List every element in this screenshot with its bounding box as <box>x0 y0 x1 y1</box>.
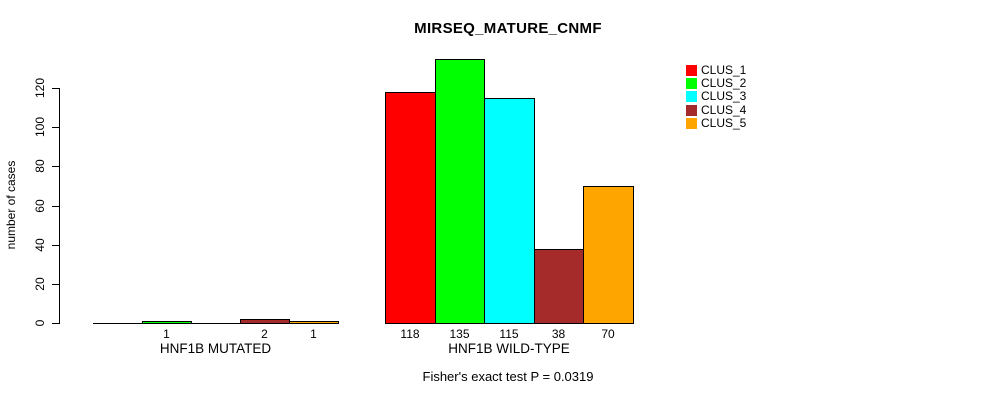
y-tick-mark <box>52 284 59 285</box>
legend-label: CLUS_2 <box>701 76 747 90</box>
y-tick-mark <box>52 127 59 128</box>
y-tick-label: 60 <box>33 199 47 213</box>
y-tick-label: 0 <box>33 319 47 327</box>
x-group-label: HNF1B MUTATED <box>159 341 272 356</box>
legend-swatch <box>686 78 697 89</box>
bar <box>435 59 485 324</box>
bar-value-label: 2 <box>261 327 268 341</box>
y-tick-label: 40 <box>33 238 47 252</box>
bar <box>534 249 584 324</box>
legend-swatch <box>686 118 697 129</box>
y-tick-mark <box>52 245 59 246</box>
bar <box>583 186 634 324</box>
legend-label: CLUS_3 <box>701 89 747 103</box>
legend-label: CLUS_5 <box>701 116 747 130</box>
bar-value-label: 70 <box>601 327 615 341</box>
legend-label: CLUS_4 <box>701 103 747 117</box>
y-tick-label: 20 <box>33 277 47 291</box>
bar <box>142 321 192 324</box>
y-tick-label: 100 <box>33 116 47 138</box>
bar-value-label: 118 <box>400 327 420 341</box>
bar-value-label: 1 <box>163 327 170 341</box>
y-tick-mark <box>52 206 59 207</box>
y-tick-mark <box>52 166 59 167</box>
y-tick-mark <box>52 88 59 89</box>
bar <box>484 98 535 324</box>
y-tick-label: 120 <box>33 77 47 99</box>
bar <box>385 92 436 324</box>
y-axis-line <box>59 88 60 324</box>
legend-swatch <box>686 91 697 102</box>
legend-swatch <box>686 105 697 116</box>
bar <box>289 321 339 324</box>
y-tick-label: 80 <box>33 159 47 173</box>
bar-value-label: 38 <box>551 327 566 341</box>
bar-value-label: 135 <box>449 327 470 341</box>
legend-swatch <box>686 65 697 76</box>
group-baseline <box>93 323 339 324</box>
x-group-label: HNF1B WILD-TYPE <box>448 341 570 356</box>
legend-label: CLUS_1 <box>701 63 747 77</box>
stat-test-caption: Fisher's exact test P = 0.0319 <box>422 369 594 384</box>
chart-title: MIRSEQ_MATURE_CNMF <box>414 20 602 37</box>
y-tick-mark <box>52 323 59 324</box>
bar-value-label: 1 <box>310 327 317 341</box>
y-axis-title: number of cases <box>4 160 18 250</box>
bar <box>240 319 290 324</box>
bar-value-label: 115 <box>499 327 519 341</box>
